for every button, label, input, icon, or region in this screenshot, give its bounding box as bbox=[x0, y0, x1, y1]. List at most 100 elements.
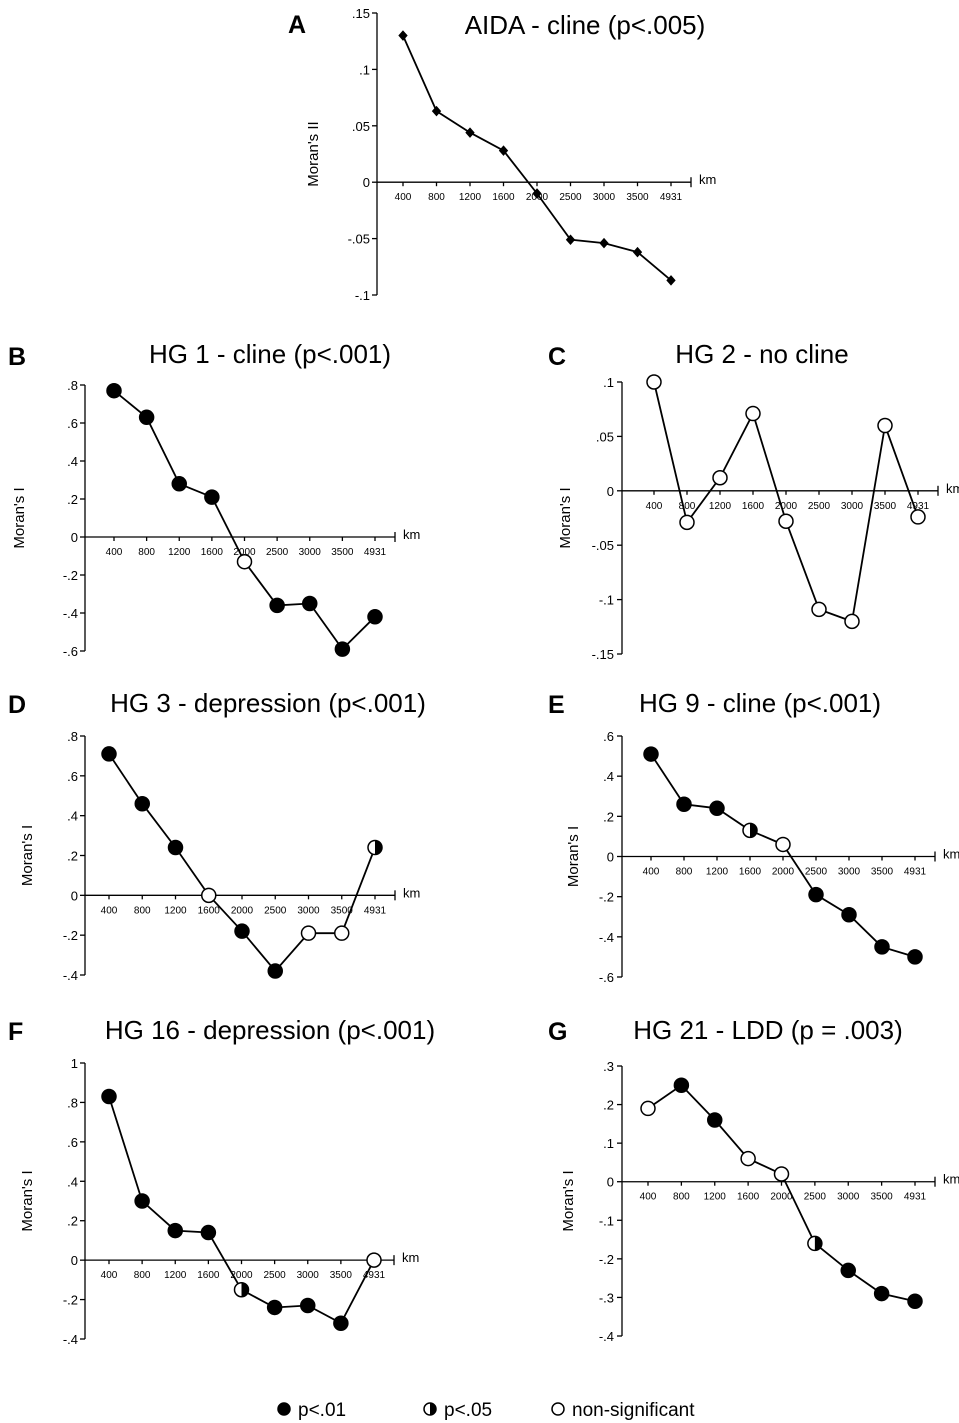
y-tick-label: .6 bbox=[603, 729, 614, 744]
x-tick-label: 2500 bbox=[264, 1270, 287, 1281]
data-point-marker bbox=[666, 275, 676, 286]
y-tick-label: .4 bbox=[67, 1174, 78, 1189]
chart-panel-e: E HG 9 - cline (p<.001) .6 .4 .2 0 -.2 -.4 -.6 km… bbox=[548, 688, 959, 985]
x-tick-label: 2500 bbox=[804, 1192, 827, 1203]
x-tick-label: 1600 bbox=[198, 905, 221, 916]
data-point-marker bbox=[465, 127, 475, 138]
x-tick-label: 2000 bbox=[233, 547, 256, 558]
y-tick-label: .4 bbox=[603, 769, 614, 784]
data-point-marker bbox=[740, 1150, 756, 1167]
y-tick-label: -.4 bbox=[599, 930, 614, 945]
data-point-marker bbox=[233, 1281, 250, 1298]
y-tick-label: .8 bbox=[67, 1095, 78, 1110]
chart-panel-d: D HG 3 - depression (p<.001) .8 .6 .4 .2 0 -.2 -… bbox=[8, 688, 426, 983]
data-point-marker bbox=[333, 1315, 349, 1331]
y-tick-label: .2 bbox=[603, 809, 614, 824]
chart-title: HG 3 - depression (p<.001) bbox=[110, 688, 426, 718]
marker-half-fill bbox=[814, 1236, 822, 1251]
x-tick-label: 800 bbox=[679, 501, 696, 512]
x-tick-label: 800 bbox=[138, 547, 155, 558]
x-tick-label: 3500 bbox=[331, 547, 354, 558]
legend-label: p<.05 bbox=[444, 1400, 492, 1421]
legend-item-p05: p<.05 bbox=[423, 1400, 492, 1421]
y-axis-label: Moran's I bbox=[560, 1170, 577, 1231]
y-tick-label: 0 bbox=[71, 1253, 78, 1268]
x-tick-label: 2000 bbox=[772, 867, 795, 878]
chart-panel-g: G HG 21 - LDD (p = .003) .3 .2 .1 0 -.1 -.2 -.3 -… bbox=[548, 1015, 959, 1344]
x-tick-label: 3000 bbox=[297, 905, 320, 916]
data-point-marker bbox=[646, 374, 662, 390]
x-tick-label: 2000 bbox=[231, 905, 254, 916]
x-tick-label: 400 bbox=[106, 547, 123, 558]
panel-letter: A bbox=[288, 11, 306, 39]
data-point-marker bbox=[844, 613, 860, 630]
y-axis-label: Moran's I bbox=[11, 487, 28, 548]
data-point-marker bbox=[807, 1235, 823, 1252]
x-tick-label: 400 bbox=[640, 1192, 657, 1203]
data-point-marker bbox=[874, 939, 890, 955]
y-tick-label: 0 bbox=[71, 530, 78, 545]
panel-letter: F bbox=[8, 1018, 23, 1046]
data-point-marker bbox=[300, 1297, 316, 1314]
data-point-marker bbox=[234, 923, 250, 939]
x-tick-label: 2000 bbox=[775, 501, 798, 512]
x-tick-label: 1200 bbox=[704, 1192, 727, 1203]
y-tick-label: -.1 bbox=[599, 1213, 614, 1228]
y-tick-label: -.05 bbox=[592, 538, 614, 553]
y-axis-label: Moran's I bbox=[19, 825, 36, 886]
data-point-marker bbox=[200, 1224, 217, 1241]
data-point-marker bbox=[841, 906, 857, 923]
data-point-marker bbox=[334, 925, 350, 941]
data-point-marker bbox=[431, 105, 442, 117]
series-line bbox=[650, 753, 916, 958]
data-point-marker bbox=[532, 188, 542, 199]
x-tick-label: 1600 bbox=[742, 501, 765, 512]
data-point-marker bbox=[673, 1077, 690, 1094]
x-tick-label: 3500 bbox=[331, 905, 354, 916]
chart-panel-c: C HG 2 - no cline .1 .05 0 -.05 -.1 -.15 km 400 80… bbox=[548, 339, 959, 662]
data-point-marker bbox=[300, 925, 317, 941]
data-point-marker bbox=[366, 1252, 382, 1268]
y-tick-label: -.1 bbox=[599, 593, 614, 608]
x-tick-label: 800 bbox=[134, 905, 151, 916]
y-tick-label: -.4 bbox=[599, 1329, 614, 1344]
y-tick-label: 0 bbox=[607, 484, 614, 499]
data-point-marker bbox=[712, 469, 728, 486]
y-tick-label: -.4 bbox=[63, 968, 78, 983]
x-axis-unit: km bbox=[699, 172, 716, 187]
panel-letter: D bbox=[8, 691, 26, 719]
y-tick-label: .15 bbox=[352, 6, 370, 21]
data-point-marker bbox=[134, 1193, 150, 1209]
data-point-marker bbox=[277, 1402, 291, 1416]
x-tick-label: 1600 bbox=[492, 192, 515, 203]
y-tick-label: .2 bbox=[67, 1214, 78, 1229]
data-point-marker bbox=[910, 509, 926, 525]
panel-letter: E bbox=[548, 691, 565, 719]
data-point-marker bbox=[877, 417, 893, 434]
data-point-marker bbox=[565, 234, 576, 245]
x-tick-label: 1600 bbox=[739, 867, 762, 878]
data-point-marker bbox=[632, 246, 643, 258]
x-tick-label: 800 bbox=[134, 1270, 151, 1281]
data-point-marker bbox=[840, 1262, 856, 1279]
x-tick-label: 3500 bbox=[874, 501, 897, 512]
y-tick-label: -.4 bbox=[63, 1332, 78, 1347]
chart-panel-b: B HG 1 - cline (p<.001) .8 .6 .4 .2 0 -.2 -.4 -.6… bbox=[8, 339, 420, 659]
x-tick-label: 1600 bbox=[201, 547, 224, 558]
x-axis-unit: km bbox=[943, 1172, 959, 1187]
x-tick-label: 400 bbox=[643, 867, 660, 878]
data-point-marker bbox=[742, 822, 758, 839]
x-tick-label: 3500 bbox=[871, 1192, 894, 1203]
x-tick-label: 4931 bbox=[907, 501, 930, 512]
data-point-marker bbox=[236, 553, 253, 570]
x-tick-label: 3000 bbox=[838, 867, 861, 878]
data-point-marker bbox=[707, 1112, 723, 1128]
x-tick-label: 400 bbox=[101, 905, 118, 916]
data-point-marker bbox=[907, 1293, 923, 1310]
y-tick-label: -.05 bbox=[348, 232, 370, 247]
chart-panel-a: A AIDA - cline (p<.005) .15 .1 .05 0 -.05 -.1 km… bbox=[288, 6, 716, 303]
y-tick-label: -.1 bbox=[355, 288, 370, 303]
data-point-marker bbox=[101, 746, 117, 762]
x-tick-label: 1200 bbox=[168, 547, 191, 558]
